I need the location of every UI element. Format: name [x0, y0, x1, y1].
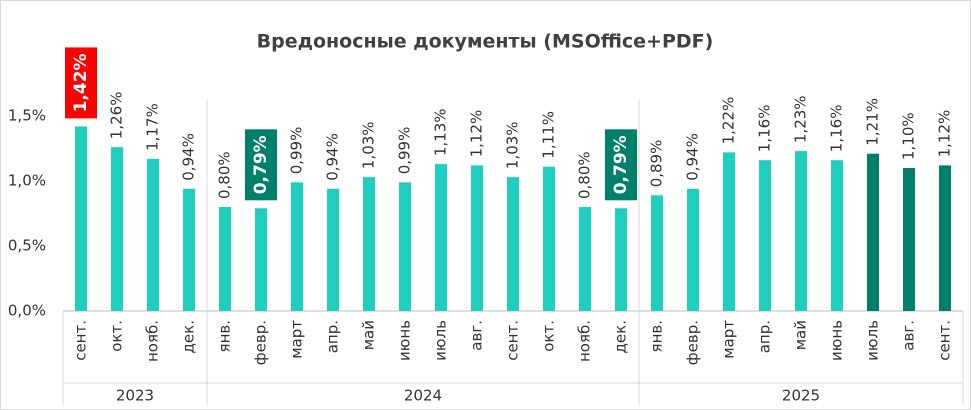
- value-label: 0,79%: [611, 135, 631, 194]
- y-tick-label: 0,0%: [8, 302, 46, 320]
- group-label: 2023: [116, 387, 154, 405]
- value-label: 1,42%: [71, 53, 91, 112]
- value-label: 0,99%: [288, 127, 306, 175]
- group-label: 2024: [404, 387, 442, 405]
- y-tick-label: 0,5%: [8, 237, 46, 255]
- value-label: 1,11%: [540, 111, 558, 159]
- value-label: 0,99%: [396, 127, 414, 175]
- group-label: 2025: [782, 387, 820, 405]
- value-label: 0,79%: [251, 135, 271, 194]
- bar: [759, 160, 771, 311]
- value-label: 0,80%: [216, 151, 234, 199]
- bar: [867, 153, 879, 311]
- bar: [147, 158, 159, 311]
- value-label: 0,80%: [576, 151, 594, 199]
- bar: [399, 182, 411, 311]
- bar: [687, 188, 699, 311]
- value-label: 1,17%: [144, 103, 162, 151]
- bar: [651, 195, 663, 311]
- x-tick-label: сент.: [72, 320, 90, 361]
- bar: [291, 182, 303, 311]
- x-tick-label: май: [792, 320, 810, 350]
- x-tick-label: март: [288, 320, 306, 359]
- bar: [183, 188, 195, 311]
- bar: [75, 126, 87, 312]
- y-tick-label: 1,5%: [8, 107, 46, 125]
- value-label-background: [605, 129, 637, 201]
- x-tick-label: сент.: [504, 320, 522, 361]
- bar: [615, 208, 627, 311]
- bar: [723, 152, 735, 311]
- bar: [255, 208, 267, 311]
- x-tick-label: дек.: [180, 320, 198, 353]
- x-tick-label: янв.: [648, 320, 666, 352]
- value-label: 0,94%: [180, 133, 198, 181]
- x-tick-label: март: [720, 320, 738, 359]
- x-tick-label: авг.: [468, 320, 486, 351]
- x-tick-label: окт.: [540, 320, 558, 352]
- bar: [471, 165, 483, 311]
- value-label: 1,16%: [828, 105, 846, 153]
- bar: [111, 147, 123, 311]
- value-label: 1,22%: [720, 97, 738, 145]
- x-tick-label: сент.: [936, 320, 954, 361]
- bar: [795, 151, 807, 311]
- bar: [831, 160, 843, 311]
- bar: [363, 177, 375, 311]
- value-label: 1,16%: [756, 105, 774, 153]
- bar: [939, 165, 951, 311]
- value-label: 1,26%: [108, 92, 126, 140]
- value-label: 1,03%: [504, 121, 522, 169]
- bar: [435, 164, 447, 311]
- x-tick-label: июнь: [828, 320, 846, 361]
- bar: [507, 177, 519, 311]
- x-tick-label: май: [360, 320, 378, 350]
- value-label: 1,10%: [900, 112, 918, 160]
- x-tick-label: апр.: [324, 320, 342, 353]
- value-label: 1,03%: [360, 121, 378, 169]
- x-tick-label: окт.: [108, 320, 126, 352]
- x-tick-label: авг.: [900, 320, 918, 351]
- x-tick-label: нояб.: [144, 320, 162, 362]
- bar: [219, 207, 231, 311]
- x-tick-label: июль: [864, 320, 882, 361]
- x-tick-label: нояб.: [576, 320, 594, 362]
- value-label: 1,12%: [468, 110, 486, 158]
- value-label: 0,89%: [648, 140, 666, 188]
- x-tick-label: июль: [432, 320, 450, 361]
- value-label: 1,12%: [936, 110, 954, 158]
- x-tick-label: дек.: [612, 320, 630, 353]
- bar: [579, 207, 591, 311]
- bar: [543, 166, 555, 311]
- value-label: 0,94%: [324, 133, 342, 181]
- value-label: 0,94%: [684, 133, 702, 181]
- x-tick-label: февр.: [252, 320, 270, 365]
- value-label: 1,13%: [432, 108, 450, 156]
- value-label: 1,23%: [792, 95, 810, 143]
- x-tick-label: апр.: [756, 320, 774, 353]
- chart-title: Вредоносные документы (MSOffice+PDF): [257, 31, 714, 53]
- value-label-background: [65, 47, 97, 119]
- y-tick-label: 1,0%: [8, 172, 46, 190]
- value-label-background: [245, 129, 277, 201]
- x-tick-label: июнь: [396, 320, 414, 361]
- x-tick-label: янв.: [216, 320, 234, 352]
- value-label: 1,21%: [864, 98, 882, 146]
- bar: [903, 168, 915, 311]
- x-tick-label: февр.: [684, 320, 702, 365]
- bar: [327, 188, 339, 311]
